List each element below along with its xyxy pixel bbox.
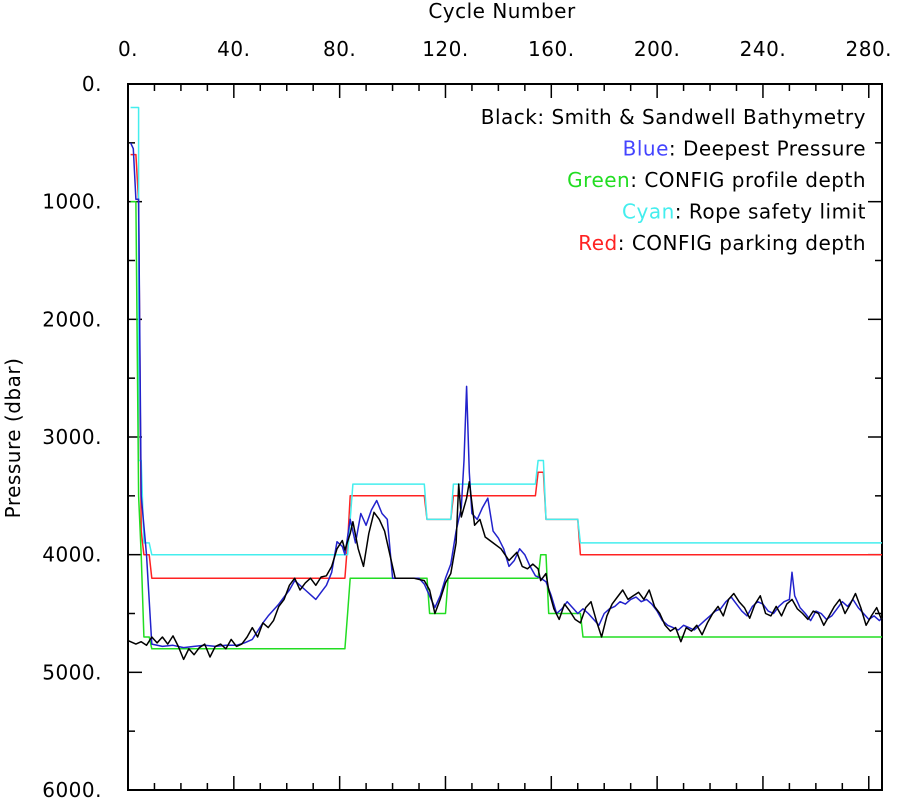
x-tick-label: 240. <box>740 37 787 61</box>
legend-entry-text: Black <box>481 105 538 129</box>
x-tick-label: 200. <box>634 37 681 61</box>
x-axis-title: Cycle Number <box>428 0 576 23</box>
legend-entry: Red: CONFIG parking depth <box>578 231 866 255</box>
legend-entry: Cyan: Rope safety limit <box>622 200 866 224</box>
y-tick-label: 3000. <box>42 425 102 449</box>
x-axis: 0. 40. 80. 120. 160. 200. 240. 280. <box>118 37 892 790</box>
legend-entry-text: Cyan <box>622 200 675 224</box>
legend: Black: Smith & Sandwell BathymetryBlue: … <box>481 105 866 255</box>
y-tick-label: 5000. <box>42 660 102 684</box>
series-line-config-profile-depth <box>130 200 882 650</box>
y-tick-label: 1000. <box>42 190 102 214</box>
legend-entry-text: Green <box>567 168 630 192</box>
legend-entry-text: Red <box>578 231 618 255</box>
legend-entry-text: : Smith & Sandwell Bathymetry <box>537 105 866 129</box>
x-tick-label: 120. <box>422 37 469 61</box>
y-axis-title: Pressure (dbar) <box>1 358 25 519</box>
x-tick-label: 80. <box>323 37 356 61</box>
y-tick-label: 0. <box>82 72 102 96</box>
x-tick-label: 40. <box>217 37 250 61</box>
x-tick-label: 160. <box>528 37 575 61</box>
y-tick-label: 2000. <box>42 307 102 331</box>
y-tick-label: 4000. <box>42 543 102 567</box>
legend-entry-text: : CONFIG parking depth <box>618 231 866 255</box>
legend-entry: Blue: Deepest Pressure <box>623 137 866 161</box>
legend-entry-text: Blue <box>623 137 669 161</box>
legend-entry: Green: CONFIG profile depth <box>567 168 866 192</box>
x-tick-label: 280. <box>846 37 893 61</box>
series-line-deepest-pressure <box>129 142 883 649</box>
legend-entry-text: : Deepest Pressure <box>669 137 866 161</box>
series-layer <box>127 106 883 661</box>
series-line-smith-sandwell-bathymetry <box>127 480 883 661</box>
legend-entry-text: : CONFIG profile depth <box>630 168 866 192</box>
legend-entry-text: : Rope safety limit <box>675 200 866 224</box>
plot-area: 0. 40. 80. 120. 160. 200. 240. 280. 0. 1000. 2000… <box>42 37 892 800</box>
legend-entry: Black: Smith & Sandwell Bathymetry <box>481 105 866 129</box>
x-tick-label: 0. <box>118 37 138 61</box>
y-axis: 0. 1000. 2000. 3000. 4000. 5000. 6000. <box>42 72 882 800</box>
y-tick-label: 6000. <box>42 778 102 800</box>
series-line-rope-safety-limit <box>130 106 882 556</box>
